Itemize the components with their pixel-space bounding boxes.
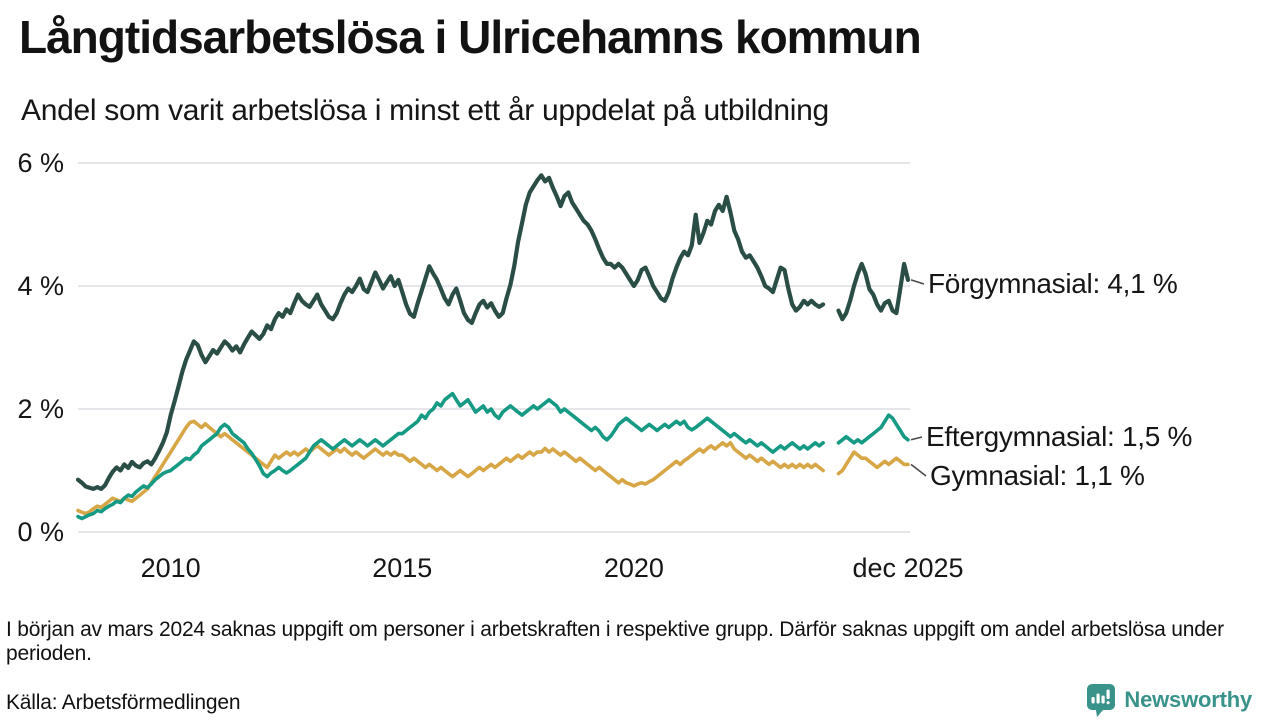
y-tick-label: 4 %: [17, 271, 64, 301]
gridlines: [78, 162, 910, 533]
end-label-gymnasial: Gymnasial: 1,1 %: [930, 460, 1145, 491]
x-tick-label: dec 2025: [852, 553, 963, 583]
end-label-förgymnasial: Förgymnasial: 4,1 %: [928, 268, 1178, 299]
chart-subtitle: Andel som varit arbetslösa i minst ett å…: [21, 94, 829, 127]
line-chart: 0 % 2 % 4 % 6 % 2010 2015 2020 dec 2025 Förgym…: [17, 148, 1192, 583]
series-end-labels: Förgymnasial: 4,1 % Eftergymnasial: 1,5 %…: [926, 268, 1192, 491]
x-axis-labels: 2010 2015 2020 dec 2025: [141, 553, 964, 583]
page-title: Långtidsarbetslösa i Ulricehamns kommun: [19, 11, 922, 63]
series-line-gymnasial: [76, 419, 910, 516]
newsworthy-wordmark: Newsworthy: [1124, 687, 1252, 712]
y-tick-label: 2 %: [17, 394, 64, 424]
series-line-eftergymnasial: [76, 391, 910, 521]
connector-gymnasial: [910, 463, 927, 477]
label-connectors: [910, 279, 927, 477]
y-tick-label: 6 %: [17, 148, 64, 178]
end-label-eftergymnasial: Eftergymnasial: 1,5 %: [926, 421, 1192, 452]
x-tick-label: 2010: [141, 553, 201, 583]
y-tick-label: 0 %: [17, 517, 64, 547]
x-tick-label: 2020: [604, 553, 664, 583]
footnote: I början av mars 2024 saknas uppgift om …: [6, 618, 1224, 665]
series-lines: [75, 173, 911, 521]
y-axis-labels: 0 % 2 % 4 % 6 %: [17, 148, 64, 547]
x-tick-label: 2015: [372, 553, 432, 583]
series-line-förgymnasial: [75, 173, 911, 491]
connector-förgymnasial: [910, 279, 925, 285]
newsworthy-icon: [1085, 683, 1116, 718]
connector-eftergymnasial: [910, 436, 923, 441]
newsworthy-logo: Newsworthy: [1085, 682, 1252, 718]
source-label: Källa: Arbetsförmedlingen: [6, 691, 241, 714]
